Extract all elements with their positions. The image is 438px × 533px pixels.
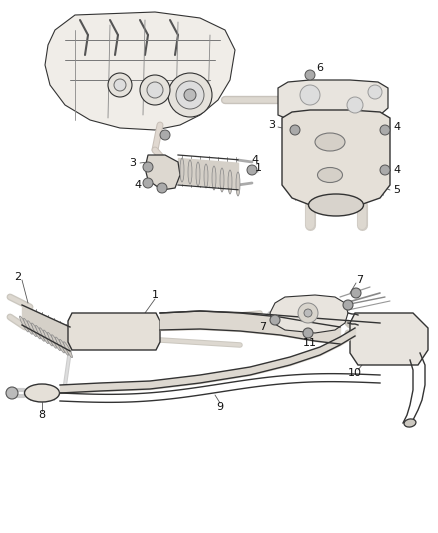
Ellipse shape	[32, 323, 40, 339]
Ellipse shape	[24, 318, 32, 334]
Text: 6: 6	[317, 63, 324, 73]
Text: 10: 10	[348, 368, 362, 378]
Circle shape	[140, 75, 170, 105]
Text: 11: 11	[303, 338, 317, 348]
Circle shape	[108, 73, 132, 97]
Circle shape	[368, 85, 382, 99]
Circle shape	[6, 387, 18, 399]
Circle shape	[176, 81, 204, 109]
Circle shape	[300, 85, 320, 105]
Polygon shape	[282, 110, 390, 205]
Ellipse shape	[20, 316, 28, 332]
Circle shape	[184, 89, 196, 101]
Ellipse shape	[308, 194, 364, 216]
Circle shape	[380, 165, 390, 175]
Text: 2: 2	[14, 272, 21, 282]
Polygon shape	[145, 155, 180, 190]
Ellipse shape	[25, 384, 60, 402]
Text: 4: 4	[393, 165, 401, 175]
Text: 1: 1	[152, 290, 159, 300]
Ellipse shape	[315, 133, 345, 151]
Text: 3: 3	[268, 120, 276, 130]
Ellipse shape	[180, 158, 184, 182]
Ellipse shape	[60, 340, 68, 356]
Ellipse shape	[56, 337, 64, 353]
Text: 5: 5	[393, 185, 400, 195]
Text: 7: 7	[357, 275, 364, 285]
Circle shape	[304, 309, 312, 317]
Circle shape	[290, 125, 300, 135]
Ellipse shape	[318, 167, 343, 182]
Text: 1: 1	[254, 163, 261, 173]
Polygon shape	[270, 295, 348, 333]
Polygon shape	[68, 313, 160, 350]
Ellipse shape	[404, 419, 416, 427]
Ellipse shape	[43, 330, 53, 346]
Circle shape	[168, 73, 212, 117]
Text: 4: 4	[134, 180, 141, 190]
Circle shape	[143, 178, 153, 188]
Ellipse shape	[188, 160, 192, 184]
Ellipse shape	[228, 170, 232, 194]
Circle shape	[343, 300, 353, 310]
Circle shape	[114, 79, 126, 91]
Circle shape	[380, 125, 390, 135]
Ellipse shape	[39, 328, 49, 344]
Circle shape	[147, 82, 163, 98]
Polygon shape	[278, 80, 388, 118]
Text: 4: 4	[251, 155, 258, 165]
Circle shape	[347, 97, 363, 113]
Circle shape	[143, 162, 153, 172]
Text: 7: 7	[259, 322, 267, 332]
Circle shape	[351, 288, 361, 298]
Circle shape	[247, 165, 257, 175]
Text: 4: 4	[393, 122, 401, 132]
Circle shape	[303, 328, 313, 338]
Text: 9: 9	[216, 402, 223, 412]
Circle shape	[157, 183, 167, 193]
Ellipse shape	[52, 335, 60, 351]
Text: 8: 8	[39, 410, 46, 420]
Ellipse shape	[48, 333, 57, 348]
Ellipse shape	[220, 168, 224, 192]
Circle shape	[160, 130, 170, 140]
Ellipse shape	[28, 321, 36, 337]
Circle shape	[305, 70, 315, 80]
Ellipse shape	[196, 162, 200, 186]
Ellipse shape	[212, 166, 216, 190]
Polygon shape	[45, 12, 235, 130]
Ellipse shape	[35, 325, 44, 341]
Ellipse shape	[204, 164, 208, 188]
Ellipse shape	[236, 172, 240, 196]
Ellipse shape	[64, 342, 72, 358]
Circle shape	[298, 303, 318, 323]
Text: 3: 3	[130, 158, 137, 168]
Polygon shape	[350, 313, 428, 365]
Circle shape	[270, 315, 280, 325]
